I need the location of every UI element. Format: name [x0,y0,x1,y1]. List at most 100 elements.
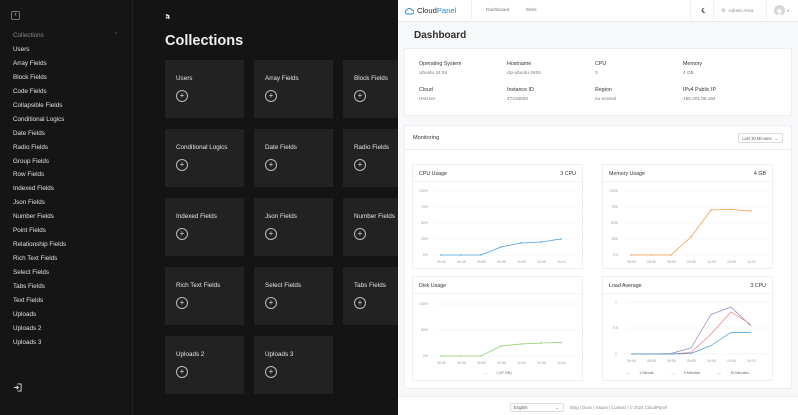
collection-card[interactable]: Number Fields + [343,198,398,256]
divider [713,0,714,22]
add-icon[interactable]: + [176,159,188,171]
collection-card[interactable]: Radio Fields + [343,129,398,187]
add-icon[interactable]: + [354,297,366,309]
add-icon[interactable]: + [176,90,188,102]
sidebar-item[interactable]: Json Fields [13,199,45,207]
sidebar-item[interactable]: Group Fields [13,157,50,165]
collection-card[interactable]: Rich Text Fields + [165,267,244,325]
add-icon[interactable]: + [176,297,188,309]
collection-card[interactable]: Tabs Fields + [343,267,398,325]
sidebar-item[interactable]: Code Fields [13,87,47,95]
collection-card[interactable]: Json Fields + [254,198,333,256]
sidebar-item[interactable]: Text Fields [13,296,44,304]
collection-card[interactable]: Select Fields + [254,267,333,325]
card-label: Block Fields [354,75,388,82]
info-ipv4: IPv4 Public IP 195.201.99.184 [683,87,716,101]
sidebar-item[interactable]: Conditional Logics [13,115,65,123]
sidebar-item[interactable]: Radio Fields [13,143,48,151]
svg-text:100%: 100% [419,302,428,306]
sidebar-item[interactable]: Number Fields [13,213,54,221]
legend-item[interactable]: — 1 Minute [626,371,654,375]
add-icon[interactable]: + [354,228,366,240]
collection-card[interactable]: Array Fields + [254,60,333,118]
svg-text:100%: 100% [419,189,428,193]
collection-card[interactable]: Block Fields + [343,60,398,118]
collection-card[interactable]: Uploads 2 + [165,336,244,394]
sidebar-item[interactable]: Uploads 2 [13,324,42,332]
sidebar-item[interactable]: Rich Text Fields [13,255,58,263]
add-icon[interactable]: + [354,90,366,102]
sidebar-item[interactable]: Indexed Fields [13,185,54,193]
sidebar-item[interactable]: Select Fields [13,269,50,276]
cpu-usage-chart: CPU Usage 3 CPU 100% 75% 50% 25% 0% 09:40 09:4… [412,164,583,269]
add-icon[interactable]: + [265,159,277,171]
svg-text:09:45: 09:45 [647,359,656,363]
collections-group-toggle[interactable]: Collections ⌃ [13,32,118,39]
sidebar-item[interactable]: Array Fields [13,59,47,67]
legend-item[interactable]: — 5 Minutes [670,371,701,375]
sidebar-item[interactable]: Date Fields [13,129,45,137]
top-navbar: Cloud Panel Dashboard Sites ⚙ Admin Area … [398,0,798,22]
svg-text:0%: 0% [423,253,428,257]
dark-mode-toggle-icon[interactable] [700,7,707,14]
add-icon[interactable]: + [265,228,277,240]
add-icon[interactable]: + [354,159,366,171]
collection-card[interactable]: Indexed Fields + [165,198,244,256]
sidebar-item[interactable]: Uploads [13,310,37,318]
info-hostname: Hostname clp-ubuntu-2404 [507,61,541,75]
svg-text:10:10: 10:10 [557,260,566,264]
chevron-down-icon[interactable]: ▾ [787,8,790,13]
add-icon[interactable]: + [265,366,277,378]
sidebar-item[interactable]: Row Fields [13,171,45,179]
info-os: Operating System Ubuntu 24.04 [419,61,462,75]
legend-item[interactable]: — 15 Minutes [717,371,749,375]
svg-text:25%: 25% [421,237,428,241]
svg-text:10:00: 10:00 [707,260,716,264]
nav-sites[interactable]: Sites [526,8,537,13]
memory-usage-chart: Memory Usage 4 GB 100% 75% 50% 25% 0% 09:40 09… [602,164,773,269]
language-select[interactable]: English ⌄ [510,403,564,412]
sidebar-item[interactable]: Collapsible Fields [13,101,63,109]
load-line-chart: 1 0.5 0 09:40 09:45 09:50 09:55 10:00 10:05 10:1… [613,300,768,363]
add-icon[interactable]: + [176,228,188,240]
add-icon[interactable]: + [265,297,277,309]
sidebar-item[interactable]: Tabs Fields [13,282,45,290]
svg-text:09:55: 09:55 [497,260,506,264]
collection-card[interactable]: Date Fields + [254,129,333,187]
svg-text:09:50: 09:50 [667,359,676,363]
collection-card[interactable]: Uploads 3 + [254,336,333,394]
sidebar-item[interactable]: Uploads 3 [13,338,42,346]
legend-item[interactable]: — / (37 GB) [483,371,512,375]
sidebar-item[interactable]: Point Fields [13,227,46,235]
user-icon [776,9,783,16]
collapse-sidebar-button[interactable]: ‹ [11,11,20,20]
svg-text:10:05: 10:05 [727,260,736,264]
footer-links[interactable]: Blog | Docs | Issues | Contact | © 2024 … [570,405,667,410]
user-avatar[interactable] [774,5,785,16]
card-label: Indexed Fields [176,213,217,220]
time-range-select[interactable]: Last 30 Minutes ⌄ [738,133,783,143]
svg-text:09:55: 09:55 [687,359,696,363]
admin-area-label: Admin Area [728,8,754,14]
card-label: Rich Text Fields [176,282,221,289]
collection-card[interactable]: Users + [165,60,244,118]
sidebar-item[interactable]: Block Fields [13,73,47,81]
logout-icon[interactable] [13,383,22,392]
add-icon[interactable]: + [176,366,188,378]
nav-dashboard[interactable]: Dashboard [486,8,510,13]
svg-text:09:40: 09:40 [437,361,446,365]
cloudpanel-logo[interactable]: Cloud Panel [404,6,456,15]
page-title: Dashboard [414,30,467,41]
svg-text:10:00: 10:00 [707,359,716,363]
svg-text:10:10: 10:10 [747,260,756,264]
add-icon[interactable]: + [265,90,277,102]
svg-text:09:40: 09:40 [627,260,636,264]
cloud-icon [404,7,414,14]
collection-card[interactable]: Conditional Logics + [165,129,244,187]
card-label: Tabs Fields [354,282,386,289]
sidebar-item[interactable]: Relationship Fields [13,241,67,249]
sidebar-item[interactable]: Users [13,46,30,53]
card-label: Uploads 2 [176,351,205,358]
admin-area-link[interactable]: ⚙ Admin Area [721,8,753,14]
monitoring-title: Monitoring [413,135,440,141]
